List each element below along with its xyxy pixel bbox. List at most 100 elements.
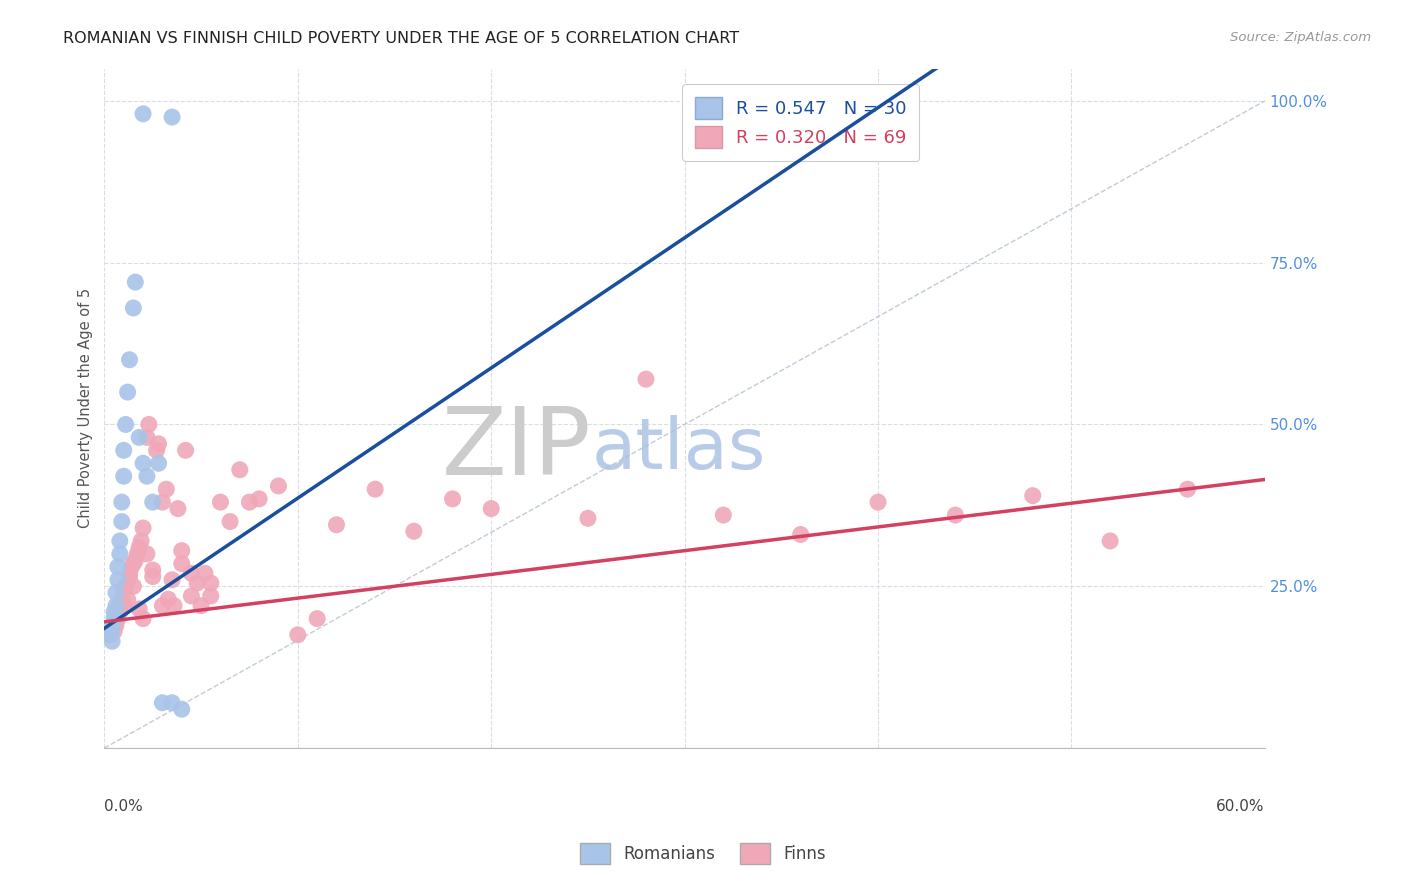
Text: 0.0%: 0.0% [104,799,143,814]
Point [107,559,129,574]
Point [98,628,121,642]
Point [124,553,146,567]
Point [111,495,134,509]
Text: atlas: atlas [592,415,766,483]
Point [152,599,174,613]
Point [170,702,193,716]
Point [170,543,193,558]
Point [122,301,145,315]
Point [114,417,136,432]
Point [209,495,232,509]
Point [402,524,425,539]
Point [128,430,150,444]
Point [789,527,811,541]
Point [108,547,131,561]
Point [122,579,145,593]
Point [107,573,129,587]
Point [866,495,889,509]
Point [111,515,134,529]
Point [132,456,155,470]
Point [103,605,125,619]
Point [634,372,657,386]
Point [1099,533,1122,548]
Text: ROMANIAN VS FINNISH CHILD POVERTY UNDER THE AGE OF 5 CORRELATION CHART: ROMANIAN VS FINNISH CHILD POVERTY UNDER … [63,31,740,46]
Point [101,621,124,635]
Point [124,275,146,289]
Point [157,592,180,607]
Point [155,482,177,496]
Text: 60.0%: 60.0% [1216,799,1265,814]
Point [576,511,599,525]
Point [170,557,193,571]
Point [711,508,734,522]
Point [104,618,127,632]
Point [160,110,183,124]
Point [441,491,464,506]
Point [945,508,967,522]
Legend: R = 0.547   N = 30, R = 0.320   N = 69: R = 0.547 N = 30, R = 0.320 N = 69 [682,85,920,161]
Point [364,482,387,496]
Point [112,469,135,483]
Point [120,559,142,574]
Point [118,569,141,583]
Point [307,612,329,626]
Point [219,515,242,529]
Y-axis label: Child Poverty Under the Age of 5: Child Poverty Under the Age of 5 [79,288,93,528]
Point [229,463,252,477]
Point [287,628,309,642]
Point [142,569,165,583]
Point [152,495,174,509]
Point [142,495,165,509]
Point [117,592,139,607]
Point [112,582,135,597]
Text: Source: ZipAtlas.com: Source: ZipAtlas.com [1230,31,1371,45]
Point [112,443,135,458]
Point [136,547,159,561]
Point [148,456,170,470]
Point [148,437,170,451]
Text: ZIP: ZIP [441,403,592,495]
Point [108,605,131,619]
Point [190,599,212,613]
Point [142,563,165,577]
Point [267,479,290,493]
Point [180,566,202,581]
Point [127,547,149,561]
Point [194,566,217,581]
Point [247,491,270,506]
Point [103,624,125,639]
Point [163,599,186,613]
Point [128,602,150,616]
Point [112,599,135,613]
Point [180,589,202,603]
Point [117,385,139,400]
Point [108,533,131,548]
Point [479,501,502,516]
Point [104,585,127,599]
Point [128,541,150,555]
Point [167,501,190,516]
Point [118,566,141,581]
Point [132,521,155,535]
Point [145,443,167,458]
Point [122,557,145,571]
Point [101,634,124,648]
Point [136,430,159,444]
Point [136,469,159,483]
Point [104,599,127,613]
Point [111,592,134,607]
Point [160,696,183,710]
Point [103,612,125,626]
Point [118,352,141,367]
Point [174,443,197,458]
Legend: Romanians, Finns: Romanians, Finns [574,837,832,871]
Point [129,533,152,548]
Point [186,576,208,591]
Point [108,599,131,613]
Point [325,517,347,532]
Point [132,107,155,121]
Point [107,612,129,626]
Point [152,696,174,710]
Point [138,417,160,432]
Point [98,628,121,642]
